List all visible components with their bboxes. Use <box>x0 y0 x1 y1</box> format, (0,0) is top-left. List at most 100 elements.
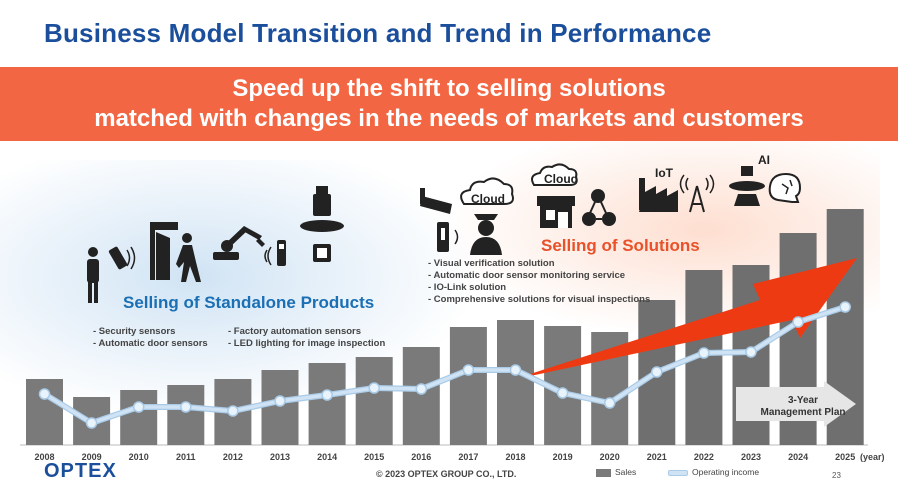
sales-bar-2015 <box>355 357 393 445</box>
operating-income-point-2021 <box>651 366 663 378</box>
x-tick-2009: 2009 <box>82 452 102 462</box>
operating-income-line <box>38 301 851 429</box>
operating-income-point-2010 <box>132 401 145 413</box>
x-tick-2025: 2025 <box>835 452 855 462</box>
led-ring-light-icon <box>300 186 344 262</box>
network-icon <box>582 189 616 226</box>
iot-label: IoT <box>655 166 673 180</box>
legend-sales: Sales <box>596 467 636 477</box>
ai-brain-icon <box>729 166 802 206</box>
operating-income-point-2025 <box>839 301 851 313</box>
legend-operating-income: Operating income <box>668 467 759 477</box>
x-tick-2017: 2017 <box>458 452 478 462</box>
x-tick-2022: 2022 <box>694 452 714 462</box>
standalone-bullets-right: - Factory automation sensors - LED light… <box>228 326 385 350</box>
x-tick-2008: 2008 <box>34 452 54 462</box>
x-tick-2011: 2011 <box>176 452 196 462</box>
operating-income-point-2022 <box>698 347 710 359</box>
legend-sales-swatch <box>596 468 611 477</box>
guard-icon <box>470 214 502 255</box>
sales-bar-2017 <box>449 327 487 445</box>
solutions-bullets: - Visual verification solution - Automat… <box>428 258 650 306</box>
robot-arm-icon <box>213 226 265 260</box>
x-tick-2021: 2021 <box>647 452 667 462</box>
x-tick-2023: 2023 <box>741 452 761 462</box>
page-title: Business Model Transition and Trend in P… <box>44 18 712 48</box>
x-tick-2013: 2013 <box>270 452 290 462</box>
x-tick-2010: 2010 <box>129 452 149 462</box>
banner-line-2: matched with changes in the needs of mar… <box>94 105 804 132</box>
copyright-text: © 2023 OPTEX GROUP CO., LTD. <box>376 469 517 479</box>
cloud-icon <box>460 177 514 205</box>
sales-bar-2011 <box>167 385 205 445</box>
growth-trend-arrow <box>527 258 857 375</box>
x-tick-labels: 2008 2009 2010 2011 2012 2013 2014 2015 2016 2017… <box>34 452 855 462</box>
x-tick-2019: 2019 <box>553 452 573 462</box>
operating-income-point-2011 <box>180 401 192 413</box>
plan-line-1: 3-Year <box>787 395 819 406</box>
standalone-background-glow <box>0 160 480 420</box>
ai-label: AI <box>758 153 770 167</box>
sales-bar-2016 <box>402 347 440 445</box>
operating-income-point-2016 <box>415 383 428 395</box>
operating-income-line-path <box>43 305 846 425</box>
bullet-security-sensors: - Security sensors <box>93 326 176 337</box>
operating-income-point-2008 <box>38 388 51 400</box>
store-icon <box>531 163 578 228</box>
x-tick-2014: 2014 <box>317 452 337 462</box>
bullet-factory-automation-sensors: - Factory automation sensors <box>228 326 362 337</box>
management-plan-arrow <box>736 381 856 427</box>
operating-income-point-2023 <box>745 346 757 358</box>
sales-bar-2018 <box>497 320 534 445</box>
legend-operating-income-swatch <box>668 469 688 476</box>
cloud-label-store: Cloud <box>544 172 578 186</box>
banner-line-1: Speed up the shift to selling solutions <box>232 75 666 102</box>
operating-income-point-2015 <box>368 382 380 394</box>
operating-income-point-2017 <box>462 364 475 376</box>
x-tick-2015: 2015 <box>364 452 384 462</box>
operating-income-point-2013 <box>274 395 286 407</box>
year-axis-suffix: (year) <box>860 452 885 462</box>
x-tick-2012: 2012 <box>223 452 243 462</box>
optex-logo: OPTEX <box>44 460 117 482</box>
factory-icon <box>639 178 678 212</box>
x-tick-2016: 2016 <box>411 452 431 462</box>
management-plan-label: 3-Year Management Plan <box>748 395 858 419</box>
sales-bar-2014 <box>308 363 346 445</box>
bullet-visual-verification: - Visual verification solution <box>428 258 555 269</box>
plan-line-2: Management Plan <box>760 407 846 418</box>
operating-income-point-2019 <box>556 387 569 399</box>
io-sensor-icon <box>264 240 286 266</box>
bullet-visual-inspection: - Comprehensive solutions for visual ins… <box>428 294 651 305</box>
camera-icon <box>420 188 459 252</box>
sensor-icon <box>108 246 136 270</box>
operating-income-point-2009 <box>85 417 98 429</box>
sales-bar-2013 <box>261 370 299 445</box>
x-tick-2020: 2020 <box>600 452 620 462</box>
operating-income-point-2012 <box>227 405 239 417</box>
antenna-icon <box>679 174 715 213</box>
operating-income-point-2024 <box>792 316 804 328</box>
standalone-bullets-left: - Security sensors - Automatic door sens… <box>93 326 208 350</box>
sales-bars <box>26 209 864 445</box>
standalone-products-label: Selling of Standalone Products <box>123 293 375 312</box>
bullet-automatic-door-sensors: - Automatic door sensors <box>93 338 208 349</box>
sales-bar-2010 <box>120 390 158 445</box>
automatic-door-icon <box>150 222 201 282</box>
page-number: 23 <box>832 471 841 480</box>
legend-sales-label: Sales <box>615 467 637 477</box>
operating-income-point-2020 <box>603 397 616 409</box>
bullet-led-lighting: - LED lighting for image inspection <box>228 338 386 349</box>
operating-income-point-2014 <box>321 389 333 401</box>
bullet-door-monitoring: - Automatic door sensor monitoring servi… <box>428 270 626 281</box>
person-icon <box>87 247 99 303</box>
bullet-io-link: - IO-Link solution <box>428 282 507 293</box>
x-tick-2018: 2018 <box>505 452 525 462</box>
operating-income-point-2018 <box>509 364 522 376</box>
selling-solutions-label: Selling of Solutions <box>541 236 700 255</box>
cloud-label-guard: Cloud <box>471 192 505 206</box>
headline-banner: Speed up the shift to selling solutions … <box>0 67 898 141</box>
legend-operating-income-label: Operating income <box>692 467 760 477</box>
x-tick-2024: 2024 <box>788 452 808 462</box>
